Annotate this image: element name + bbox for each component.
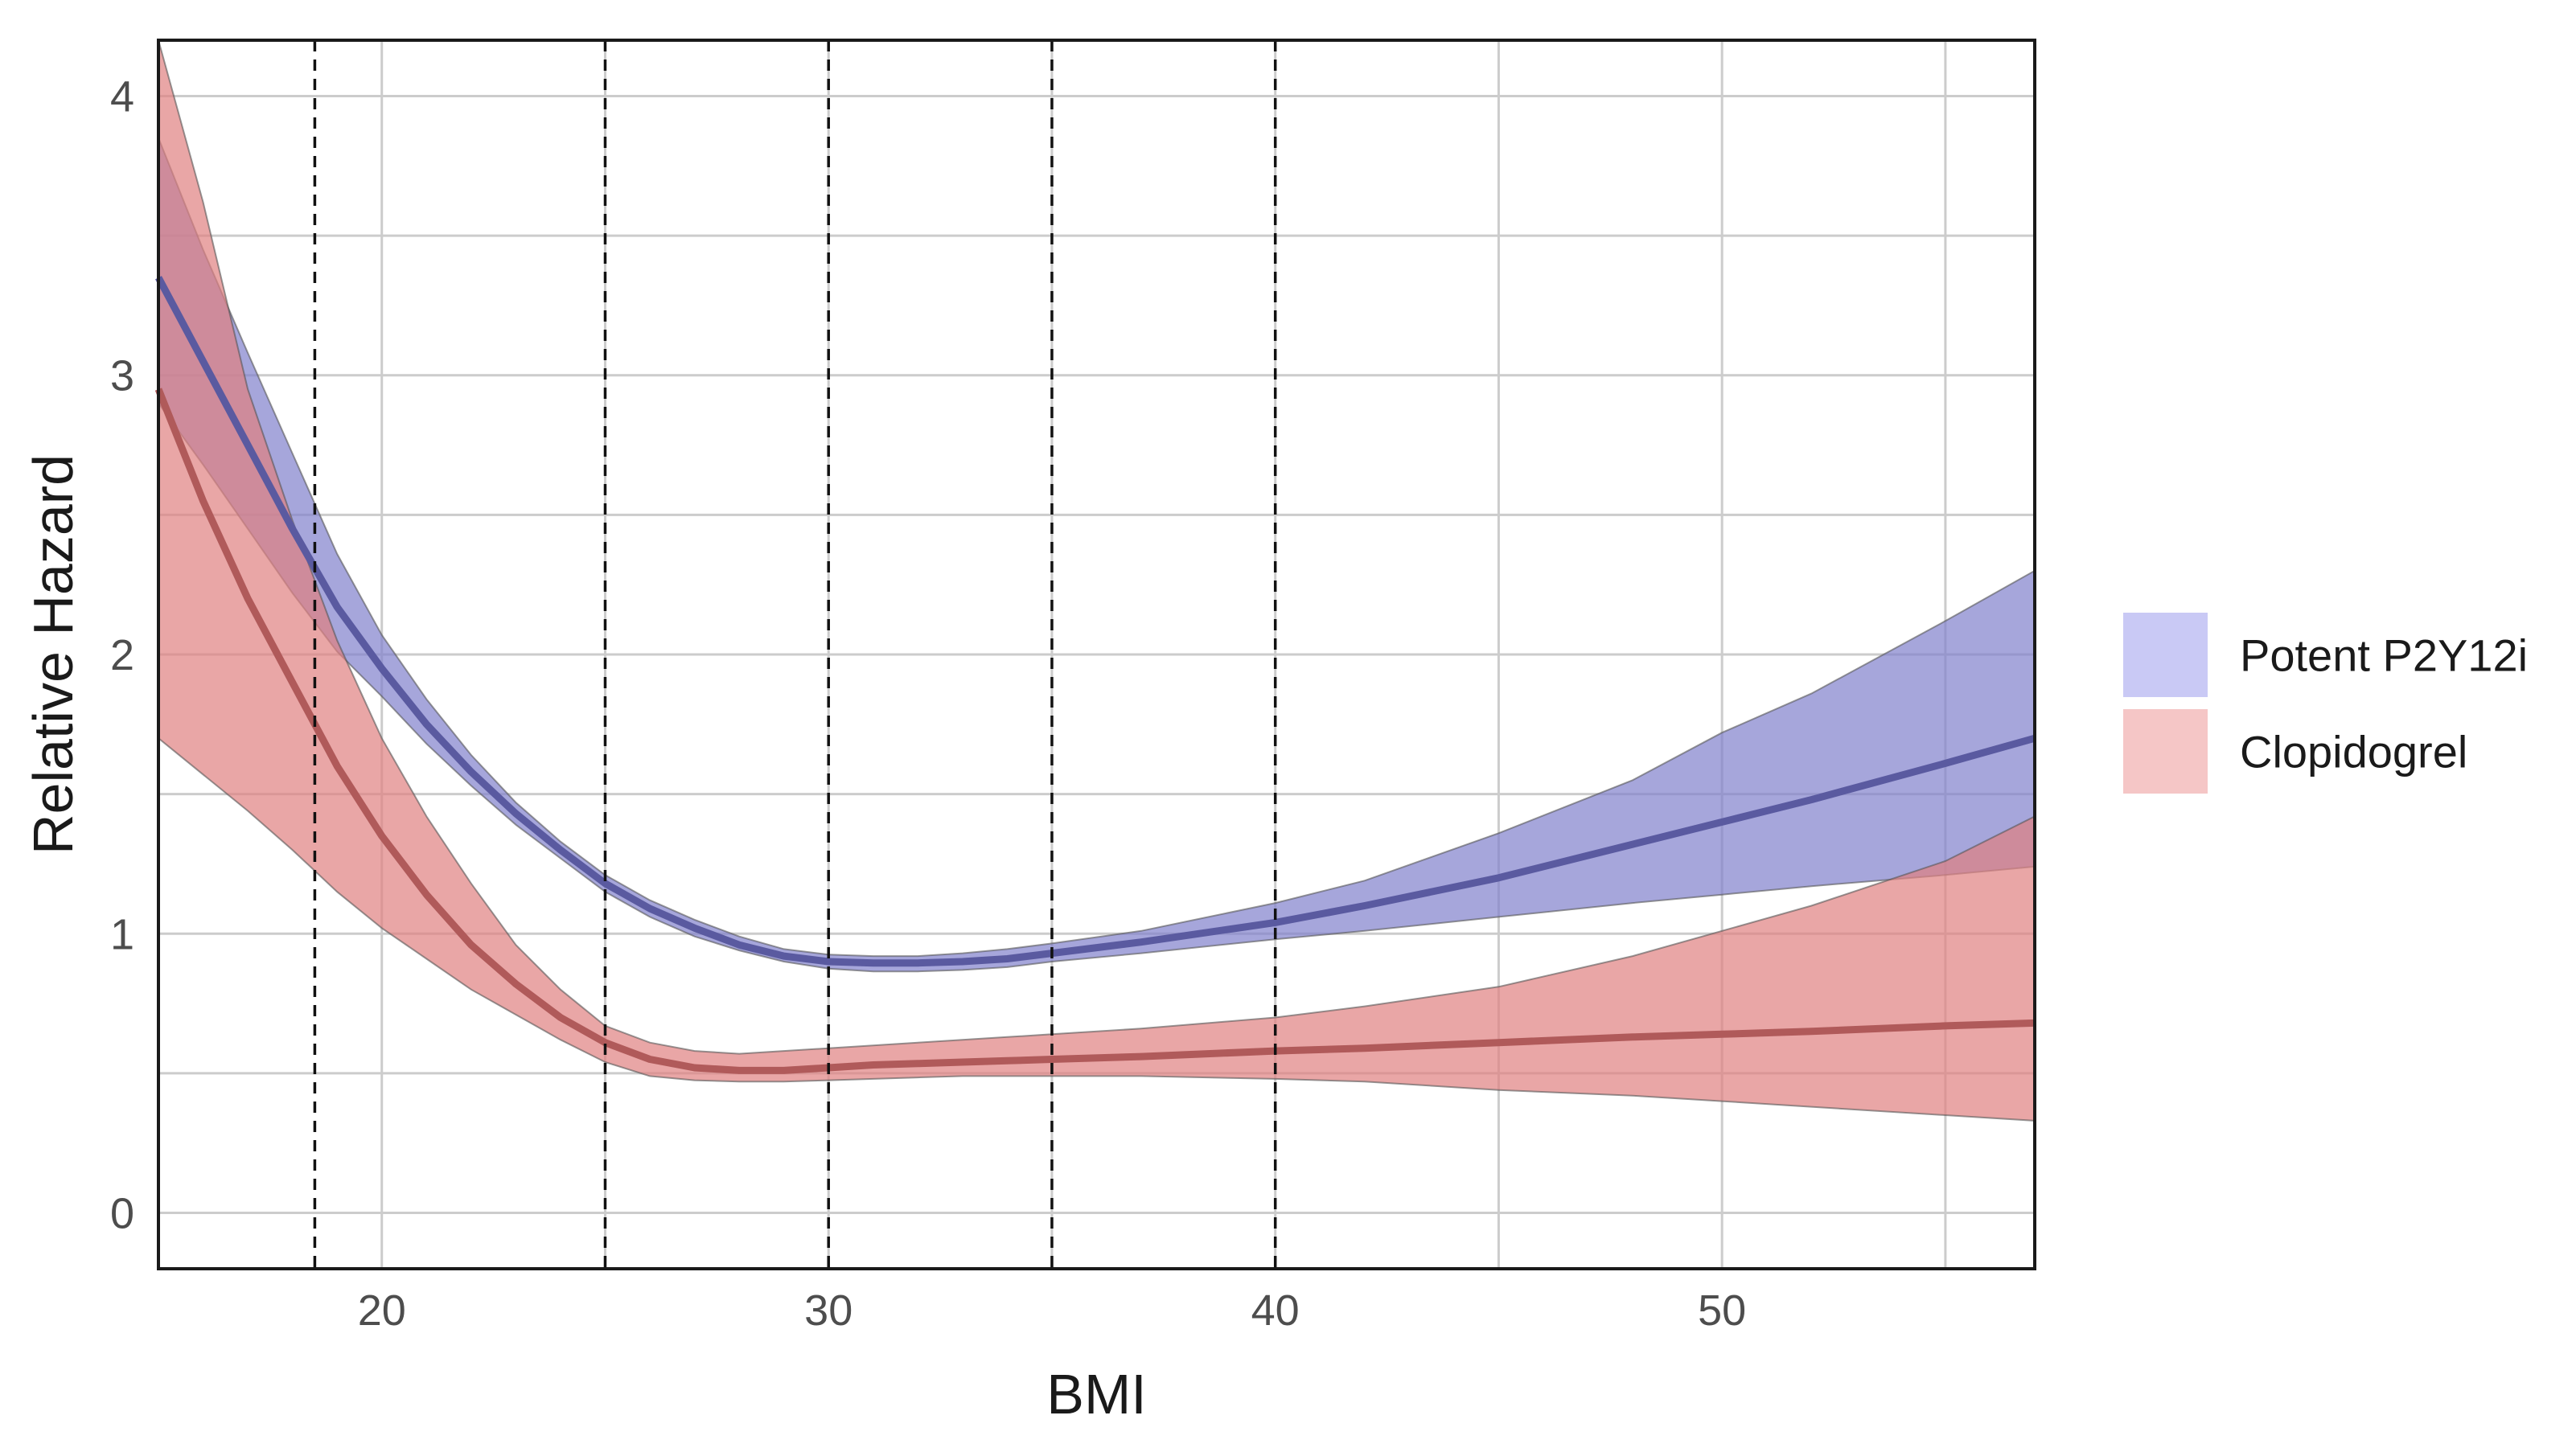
line-clopidogrel [154,388,2036,1074]
y-tick-label: 2 [110,631,134,679]
y-axis-ticks: 0 1 2 3 4 [110,72,134,1237]
y-tick-label: 0 [110,1190,134,1238]
legend-swatch-clopidogrel [2123,709,2208,794]
y-tick-label: 1 [110,910,134,958]
x-tick-label: 40 [1251,1286,1300,1335]
line-potent-p2y12i [155,276,2036,967]
legend-swatch-potent-p2y12i [2123,613,2208,697]
x-axis-title: BMI [1046,1363,1146,1426]
x-axis-ticks: 20 30 40 50 [358,1286,1747,1335]
series-lines [154,276,2036,1074]
y-axis-title: Relative Hazard [22,454,84,855]
x-tick-label: 30 [804,1286,853,1335]
plot-border [157,39,2036,1270]
x-tick-label: 20 [358,1286,406,1335]
reference-lines [313,40,1277,1269]
y-tick-label: 4 [110,72,134,121]
legend-label-clopidogrel: Clopidogrel [2240,727,2467,777]
legend: Potent P2Y12i Clopidogrel [2123,613,2528,794]
y-tick-label: 3 [110,352,134,400]
x-tick-label: 50 [1698,1286,1746,1335]
legend-label-potent-p2y12i: Potent P2Y12i [2240,630,2528,681]
